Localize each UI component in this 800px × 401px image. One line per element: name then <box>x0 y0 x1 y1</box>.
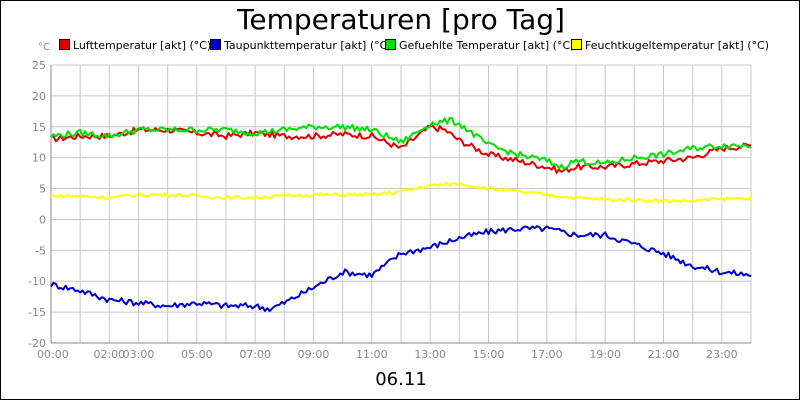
legend-label-feuchtkugeltemperatur: Feuchtkugeltemperatur [akt] (°C) <box>585 39 769 52</box>
y-tick-label: 0 <box>39 213 46 226</box>
y-tick-label: 10 <box>32 152 46 165</box>
y-unit-label: °C <box>38 42 50 53</box>
legend-item-gefuehlte-temperatur: Gefuehlte Temperatur [akt] (°C) <box>385 39 574 52</box>
legend-label-gefuehlte-temperatur: Gefuehlte Temperatur [akt] (°C) <box>399 39 575 52</box>
x-tick-label: 11:00 <box>356 348 388 361</box>
x-tick-label: 07:00 <box>239 348 271 361</box>
legend-item-taupunkttemperatur: Taupunkttemperatur [akt] (°C) <box>210 39 392 52</box>
x-tick-label: 13:00 <box>414 348 446 361</box>
x-tick-label: 23:00 <box>706 348 738 361</box>
y-tick-label: 20 <box>32 90 46 103</box>
series-line-feuchtkugeltemperatur <box>50 181 752 204</box>
series-line-taupunkttemperatur <box>50 225 752 313</box>
legend-swatch-taupunkttemperatur <box>210 39 221 50</box>
x-tick-label: 05:00 <box>181 348 213 361</box>
chart-title: Temperaturen [pro Tag] <box>237 3 565 36</box>
y-tick-label: -20 <box>28 337 46 350</box>
y-tick-label: -5 <box>35 244 46 257</box>
x-tick-label: 02:00 <box>93 348 125 361</box>
series-line-gefuehlte <box>50 117 752 170</box>
x-tick-label: 17:00 <box>531 348 563 361</box>
legend-item-lufttemperatur: Lufttemperatur [akt] (°C) <box>59 39 211 52</box>
legend-swatch-gefuehlte-temperatur <box>385 39 396 50</box>
legend-label-lufttemperatur: Lufttemperatur [akt] (°C) <box>73 39 212 52</box>
series-line-lufttemperatur <box>50 124 752 174</box>
legend-swatch-feuchtkugeltemperatur <box>571 39 582 50</box>
y-tick-label: 5 <box>39 183 46 196</box>
y-tick-label: -15 <box>28 306 46 319</box>
x-tick-label: 15:00 <box>473 348 505 361</box>
legend-item-feuchtkugeltemperatur: Feuchtkugeltemperatur [akt] (°C) <box>571 39 769 52</box>
x-tick-label: 00:00 <box>37 348 69 361</box>
x-tick-label: 09:00 <box>298 348 330 361</box>
legend-swatch-lufttemperatur <box>59 39 70 50</box>
y-tick-label: -10 <box>28 275 46 288</box>
x-tick-label: 03:00 <box>123 348 155 361</box>
x-tick-label: 21:00 <box>648 348 680 361</box>
date-label: 06.11 <box>375 369 427 390</box>
x-tick-label: 19:00 <box>589 348 621 361</box>
y-tick-label: 15 <box>32 121 46 134</box>
y-tick-label: 25 <box>32 59 46 72</box>
legend-label-taupunkttemperatur: Taupunkttemperatur [akt] (°C) <box>224 39 392 52</box>
